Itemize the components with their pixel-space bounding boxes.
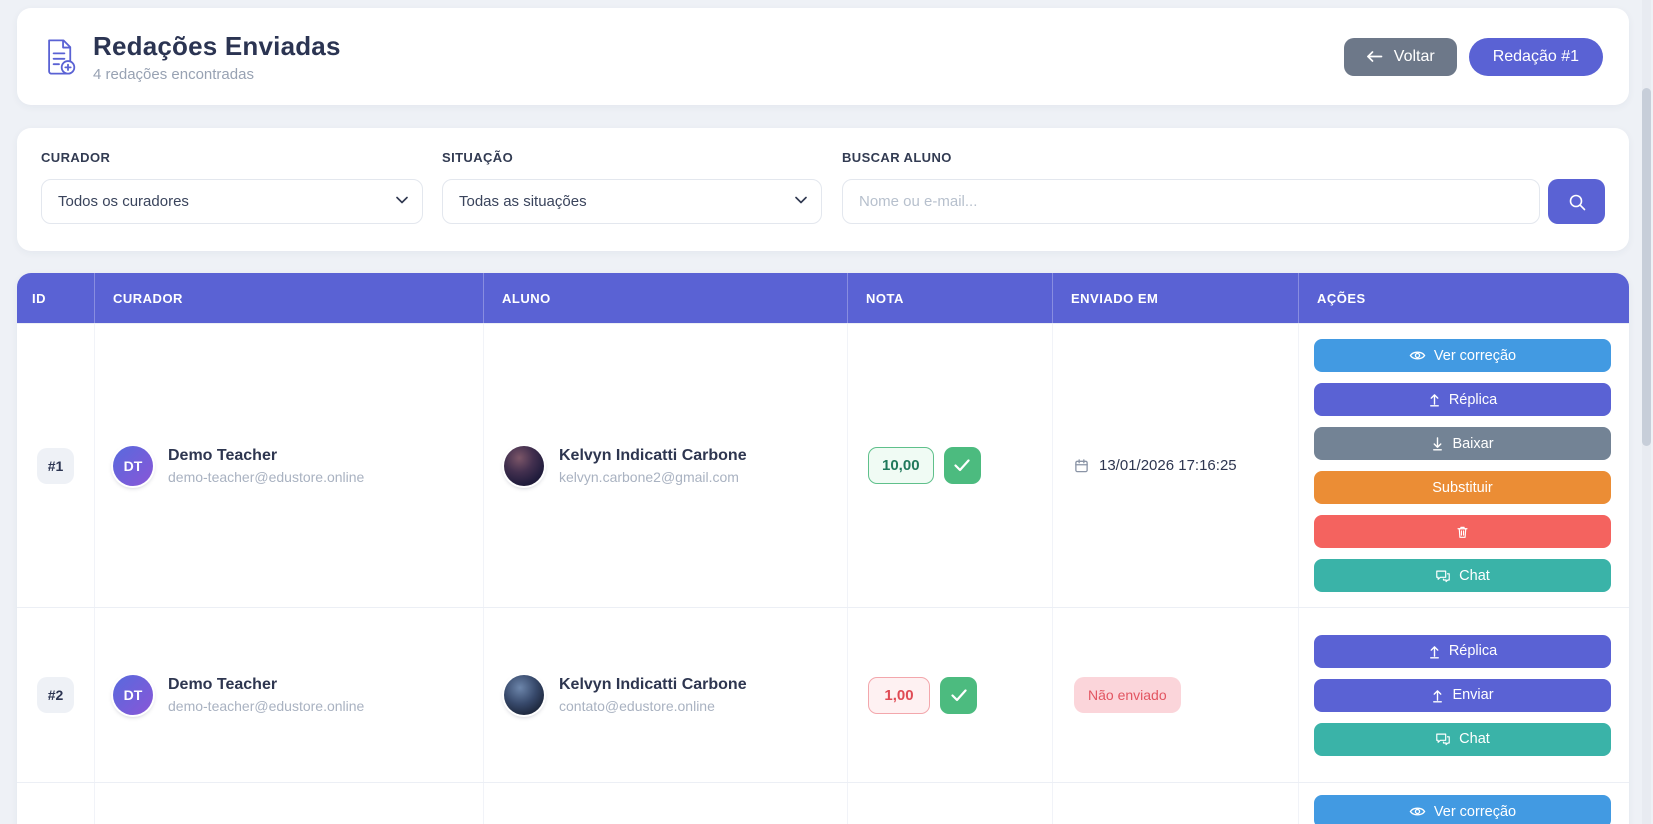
page-header: Redações Enviadas 4 redações encontradas… xyxy=(17,8,1629,105)
table-row: Ver correção xyxy=(17,782,1629,824)
table-row: #1 DT Demo Teacher demo-teacher@edustore… xyxy=(17,323,1629,607)
reply-button[interactable]: Réplica xyxy=(1314,634,1611,668)
essays-table: ID CURADOR ALUNO NOTA ENVIADO EM AÇÕES #… xyxy=(17,273,1629,824)
chat-button[interactable]: Chat xyxy=(1314,722,1611,756)
id-cell: #2 xyxy=(17,608,94,782)
student-cell xyxy=(483,783,847,824)
curator-avatar: DT xyxy=(113,445,153,486)
student-name: Kelvyn Indicatti Carbone xyxy=(559,676,747,693)
status-select[interactable]: Todas as situações xyxy=(442,179,822,224)
curator-filter: CURADOR Todos os curadores xyxy=(41,150,423,224)
column-header-curator: CURADOR xyxy=(94,273,483,323)
eye-icon xyxy=(1409,349,1426,362)
student-email: kelvyn.carbone2@gmail.com xyxy=(559,468,739,485)
scrollbar-thumb[interactable] xyxy=(1642,88,1651,446)
grade-value: 1,00 xyxy=(868,676,930,714)
sent-at-cell: Não enviado xyxy=(1052,608,1298,782)
results-count: 4 redações encontradas xyxy=(93,65,254,83)
curator-name: Demo Teacher xyxy=(168,446,278,464)
confirm-grade-button[interactable] xyxy=(940,676,977,714)
status-filter: SITUAÇÃO Todas as situações xyxy=(442,150,822,224)
student-avatar xyxy=(504,445,544,486)
grade-value: 10,00 xyxy=(868,447,934,484)
grade-cell: 1,00 xyxy=(847,608,1052,782)
check-icon xyxy=(954,459,970,472)
essay-id-badge: #1 xyxy=(36,447,75,484)
upload-icon xyxy=(1428,392,1441,407)
chat-icon xyxy=(1435,569,1451,583)
actions-cell: Ver correção Réplica Baixar Substituir xyxy=(1298,324,1629,607)
chat-icon xyxy=(1435,732,1451,746)
column-header-sent-at: ENVIADO EM xyxy=(1052,273,1298,323)
student-search-filter: BUSCAR ALUNO xyxy=(842,150,1605,224)
eye-icon xyxy=(1409,805,1426,818)
column-header-id: ID xyxy=(32,290,46,306)
back-button[interactable]: Voltar xyxy=(1343,37,1457,76)
student-cell: Kelvyn Indicatti Carbone contato@edustor… xyxy=(483,608,847,782)
essay-number-button[interactable]: Redação #1 xyxy=(1468,37,1603,76)
check-icon xyxy=(950,688,967,702)
curator-cell xyxy=(94,783,483,824)
upload-icon xyxy=(1428,644,1441,659)
grade-cell: 10,00 xyxy=(847,324,1052,607)
sent-at-cell xyxy=(1052,783,1298,824)
chat-button[interactable]: Chat xyxy=(1314,559,1611,592)
curator-name: Demo Teacher xyxy=(168,676,278,693)
student-search-label: BUSCAR ALUNO xyxy=(842,150,952,165)
trash-icon xyxy=(1456,525,1469,539)
sent-at-cell: 13/01/2026 17:16:25 xyxy=(1052,324,1298,607)
status-filter-label: SITUAÇÃO xyxy=(442,150,514,165)
arrow-left-icon xyxy=(1366,49,1383,64)
not-sent-badge: Não enviado xyxy=(1074,677,1181,713)
column-header-actions: AÇÕES xyxy=(1298,273,1629,323)
page: Redações Enviadas 4 redações encontradas… xyxy=(17,8,1629,824)
view-correction-button[interactable]: Ver correção xyxy=(1314,339,1611,372)
title-block: Redações Enviadas 4 redações encontradas xyxy=(93,31,341,83)
upload-icon xyxy=(1431,688,1444,703)
delete-button[interactable] xyxy=(1314,515,1611,548)
confirm-grade-button[interactable] xyxy=(943,447,981,484)
curator-select[interactable]: Todos os curadores xyxy=(41,179,423,224)
calendar-icon xyxy=(1074,458,1089,473)
reply-button[interactable]: Réplica xyxy=(1314,383,1611,416)
curator-email: demo-teacher@edustore.online xyxy=(168,698,365,714)
actions-cell: Ver correção xyxy=(1298,783,1629,824)
id-cell xyxy=(17,783,94,824)
student-avatar xyxy=(504,675,544,715)
essay-id-badge: #2 xyxy=(36,677,75,713)
student-name: Kelvyn Indicatti Carbone xyxy=(559,446,747,464)
back-button-label: Voltar xyxy=(1393,47,1435,65)
send-button[interactable]: Enviar xyxy=(1314,678,1611,712)
replace-button[interactable]: Substituir xyxy=(1314,471,1611,504)
column-header-student: ALUNO xyxy=(483,273,847,323)
curator-cell: DT Demo Teacher demo-teacher@edustore.on… xyxy=(94,324,483,607)
sent-at-value: 13/01/2026 17:16:25 xyxy=(1099,457,1237,474)
search-button[interactable] xyxy=(1548,179,1605,224)
download-button[interactable]: Baixar xyxy=(1314,427,1611,460)
page-title: Redações Enviadas xyxy=(93,30,341,61)
actions-cell: Réplica Enviar Chat xyxy=(1298,608,1629,782)
essay-document-icon xyxy=(41,37,77,77)
header-actions: Voltar Redação #1 xyxy=(1343,37,1603,76)
curator-filter-label: CURADOR xyxy=(41,150,111,165)
filters-bar: CURADOR Todos os curadores SITUAÇÃO Toda… xyxy=(17,128,1629,251)
id-cell: #1 xyxy=(17,324,94,607)
view-correction-button[interactable]: Ver correção xyxy=(1314,795,1611,824)
curator-cell: DT Demo Teacher demo-teacher@edustore.on… xyxy=(94,608,483,782)
grade-cell xyxy=(847,783,1052,824)
student-search-input[interactable] xyxy=(842,179,1540,224)
table-header-row: ID CURADOR ALUNO NOTA ENVIADO EM AÇÕES xyxy=(17,273,1629,323)
table-row: #2 DT Demo Teacher demo-teacher@edustore… xyxy=(17,607,1629,782)
column-header-grade: NOTA xyxy=(847,273,1052,323)
search-icon xyxy=(1568,193,1586,211)
download-icon xyxy=(1431,436,1444,451)
curator-email: demo-teacher@edustore.online xyxy=(168,468,365,485)
page-scrollbar[interactable] xyxy=(1642,0,1651,824)
student-email: contato@edustore.online xyxy=(559,698,715,714)
curator-avatar: DT xyxy=(113,675,153,715)
student-cell: Kelvyn Indicatti Carbone kelvyn.carbone2… xyxy=(483,324,847,607)
